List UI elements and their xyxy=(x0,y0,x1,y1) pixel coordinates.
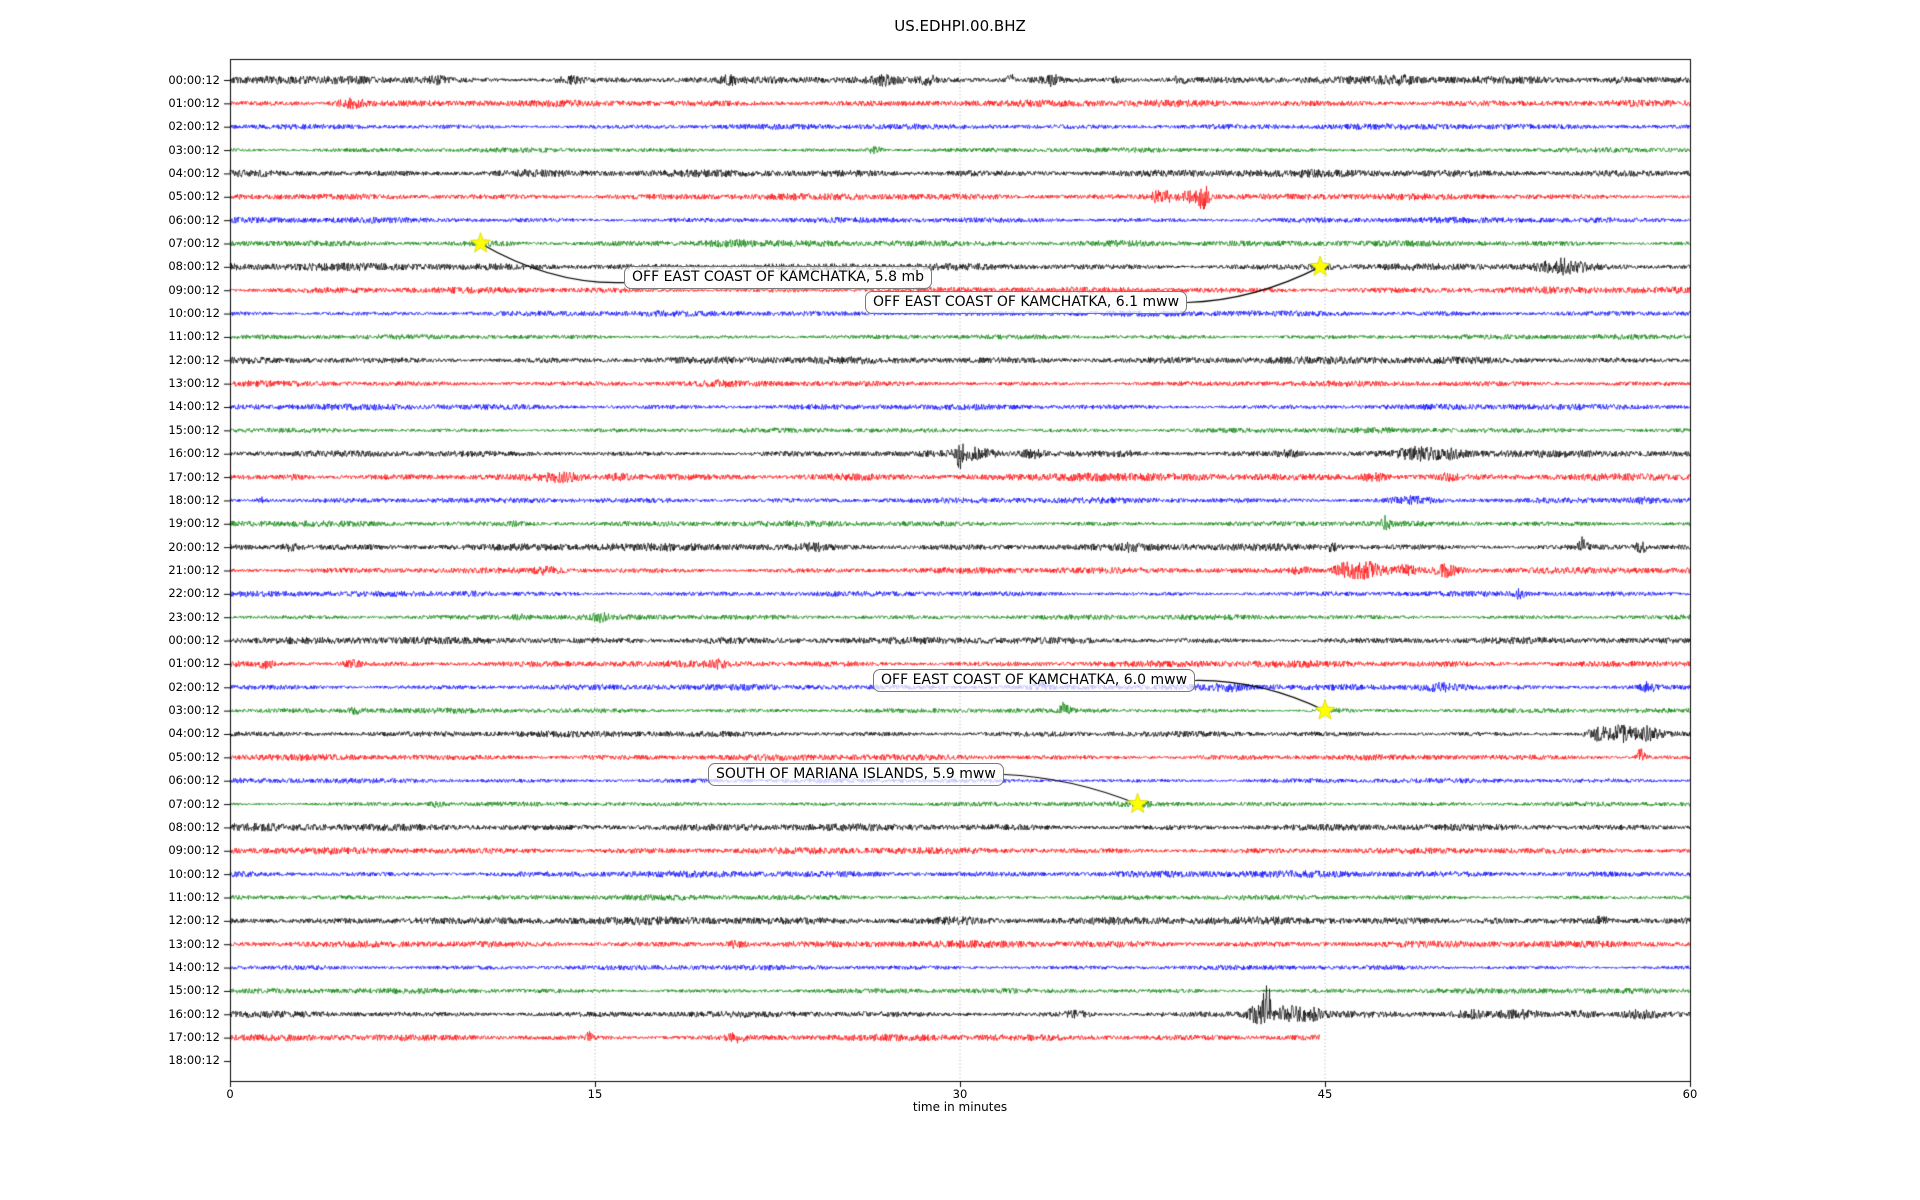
y-tick-label: 00:00:12 xyxy=(168,633,220,648)
y-tick-label: 19:00:12 xyxy=(168,516,220,531)
y-tick-label: 13:00:12 xyxy=(168,376,220,391)
plot-title: US.EDHPI.00.BHZ xyxy=(894,17,1026,35)
y-tick-label: 01:00:12 xyxy=(168,95,220,110)
y-tick-label: 16:00:12 xyxy=(168,446,220,461)
y-tick-label: 05:00:12 xyxy=(168,189,220,204)
y-tick-label: 18:00:12 xyxy=(168,492,220,507)
y-tick-label: 18:00:12 xyxy=(168,1053,220,1068)
y-tick-label: 15:00:12 xyxy=(168,422,220,437)
y-tick-label: 05:00:12 xyxy=(168,749,220,764)
y-tick-label: 17:00:12 xyxy=(168,469,220,484)
event-annotation-box: OFF EAST COAST OF KAMCHATKA, 5.8 mb xyxy=(624,266,933,289)
y-tick-label: 16:00:12 xyxy=(168,1006,220,1021)
y-tick-label: 20:00:12 xyxy=(168,539,220,554)
x-axis-title: time in minutes xyxy=(912,1100,1008,1114)
y-tick-label: 06:00:12 xyxy=(168,212,220,227)
y-tick-label: 03:00:12 xyxy=(168,703,220,718)
y-tick-label: 14:00:12 xyxy=(168,399,220,414)
y-tick-label: 10:00:12 xyxy=(168,306,220,321)
x-tick-label: 60 xyxy=(1682,1087,1698,1101)
y-tick-label: 22:00:12 xyxy=(168,586,220,601)
y-tick-label: 17:00:12 xyxy=(168,1030,220,1045)
y-tick-label: 13:00:12 xyxy=(168,936,220,951)
y-tick-label: 15:00:12 xyxy=(168,983,220,998)
y-tick-label: 23:00:12 xyxy=(168,609,220,624)
y-tick-label: 02:00:12 xyxy=(168,119,220,134)
y-tick-label: 09:00:12 xyxy=(168,282,220,297)
y-tick-label: 00:00:12 xyxy=(168,72,220,87)
y-tick-label: 01:00:12 xyxy=(168,656,220,671)
y-tick-label: 08:00:12 xyxy=(168,819,220,834)
y-tick-label: 12:00:12 xyxy=(168,913,220,928)
y-tick-label: 02:00:12 xyxy=(168,679,220,694)
y-tick-label: 06:00:12 xyxy=(168,773,220,788)
x-tick-label: 45 xyxy=(1317,1087,1333,1101)
y-tick-label: 07:00:12 xyxy=(168,796,220,811)
y-tick-label: 03:00:12 xyxy=(168,142,220,157)
event-annotation-box: SOUTH OF MARIANA ISLANDS, 5.9 mww xyxy=(708,763,1004,786)
y-tick-label: 04:00:12 xyxy=(168,165,220,180)
y-tick-label: 09:00:12 xyxy=(168,843,220,858)
y-tick-label: 11:00:12 xyxy=(168,889,220,904)
x-tick-label: 0 xyxy=(226,1087,234,1101)
y-tick-label: 11:00:12 xyxy=(168,329,220,344)
y-tick-label: 10:00:12 xyxy=(168,866,220,881)
y-tick-label: 07:00:12 xyxy=(168,235,220,250)
x-tick-label: 30 xyxy=(952,1087,968,1101)
x-tick-label: 15 xyxy=(587,1087,603,1101)
y-tick-label: 04:00:12 xyxy=(168,726,220,741)
y-tick-label: 14:00:12 xyxy=(168,960,220,975)
y-tick-label: 08:00:12 xyxy=(168,259,220,274)
y-tick-label: 21:00:12 xyxy=(168,562,220,577)
event-annotation-box: OFF EAST COAST OF KAMCHATKA, 6.1 mww xyxy=(865,291,1188,314)
y-tick-label: 12:00:12 xyxy=(168,352,220,367)
event-annotation-box: OFF EAST COAST OF KAMCHATKA, 6.0 mww xyxy=(873,669,1196,692)
